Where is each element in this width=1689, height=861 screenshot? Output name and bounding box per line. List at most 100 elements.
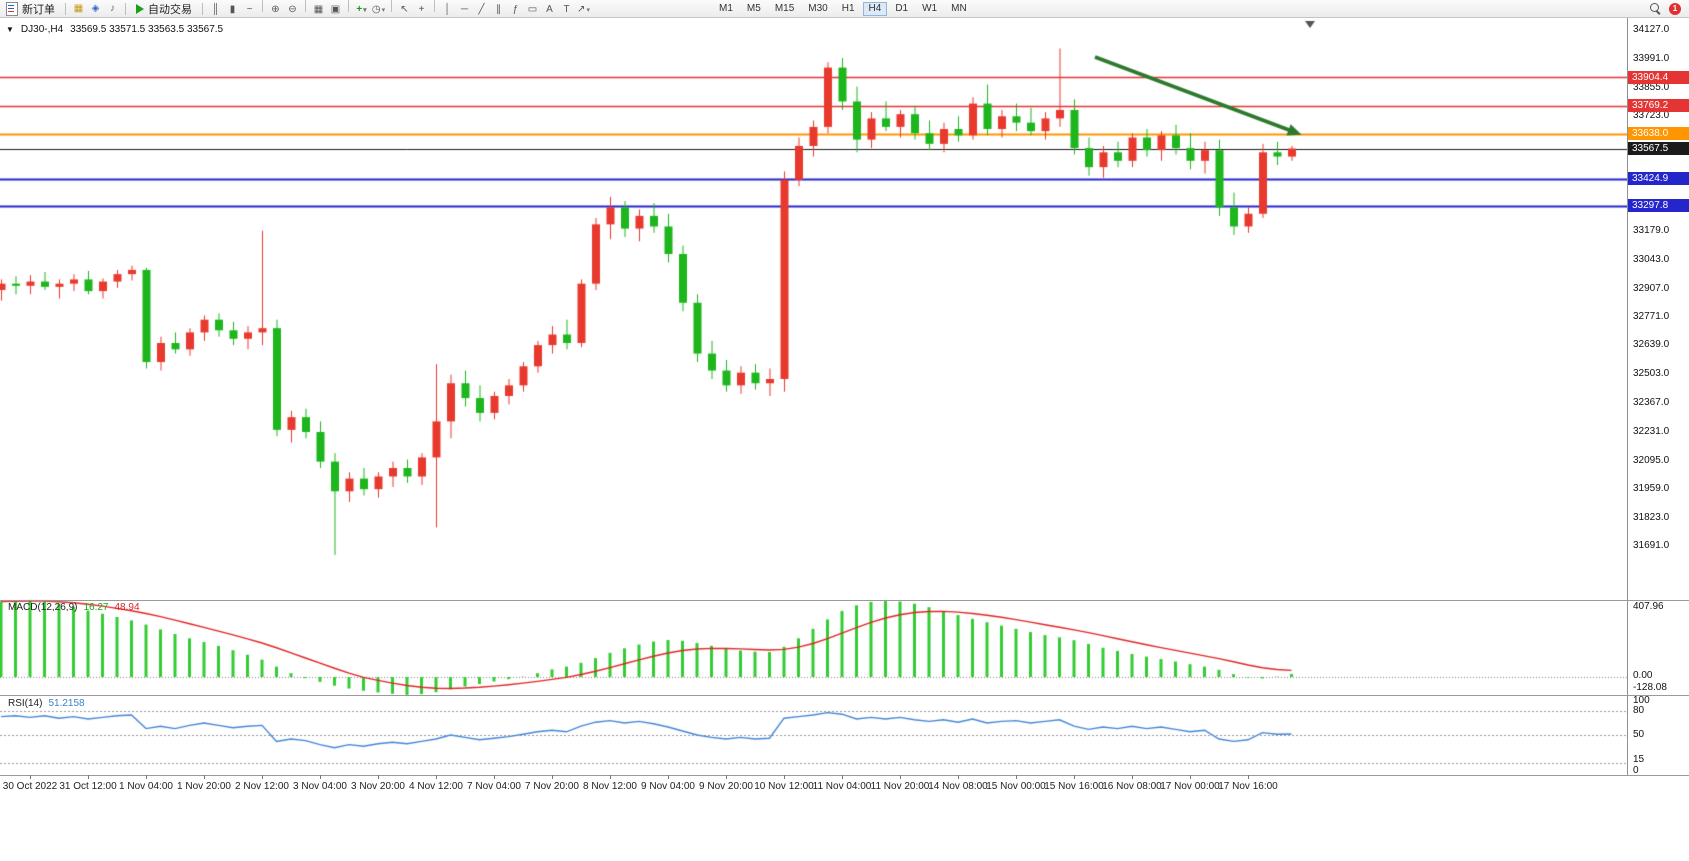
price-level-badge: 33424.9: [1628, 172, 1689, 186]
bar-chart-icon[interactable]: ║: [211, 4, 220, 16]
timeframe-w1[interactable]: W1: [916, 2, 943, 16]
notification-badge[interactable]: 1: [1669, 2, 1681, 15]
alerts-icon[interactable]: ♪: [110, 3, 115, 14]
price-axis-label: 33179.0: [1633, 224, 1670, 236]
price-axis-label: 32771.0: [1633, 311, 1670, 323]
time-axis-label: 17 Nov 00:00: [1160, 781, 1220, 792]
channel-icon[interactable]: ∥: [496, 4, 501, 16]
toolbar-separator: [262, 0, 263, 13]
timeframe-mn[interactable]: MN: [945, 2, 973, 16]
candle-chart-icon[interactable]: ▮: [229, 4, 236, 16]
time-axis-label: 11 Nov 04:00: [812, 781, 872, 792]
horizontal-line-icon[interactable]: ─: [460, 4, 469, 16]
new-order-icon: [6, 1, 18, 16]
time-axis-label: 10 Nov 12:00: [754, 781, 814, 792]
price-axis-label: 31691.0: [1633, 540, 1670, 552]
time-axis-label: 15 Nov 16:00: [1044, 781, 1104, 792]
timeframe-m30[interactable]: M30: [802, 2, 833, 16]
toolbar-separator: [125, 2, 126, 15]
price-axis-label: 31823.0: [1633, 512, 1670, 524]
time-axis-label: 3 Nov 20:00: [351, 781, 405, 792]
time-axis-tick: [494, 775, 495, 779]
timeframe-d1[interactable]: D1: [889, 2, 914, 16]
time-axis-label: 2 Nov 12:00: [235, 781, 289, 792]
rsi-scale-label: 80: [1633, 705, 1645, 716]
price-axis-label: 33991.0: [1633, 52, 1670, 64]
time-axis-label: 9 Nov 20:00: [699, 781, 753, 792]
fibonacci-icon[interactable]: ƒ: [512, 4, 519, 16]
symbol-timeframe-label: DJ30-,H4: [20, 24, 64, 35]
search-icon[interactable]: [1650, 3, 1661, 14]
time-axis-tick: [958, 775, 959, 779]
time-axis-label: 16 Nov 08:00: [1102, 781, 1162, 792]
dropdown-caret-icon[interactable]: ▾: [363, 6, 367, 14]
rsi-value: 51.2158: [48, 698, 85, 709]
price-axis-label: 32639.0: [1633, 339, 1670, 351]
rsi-indicator-label: RSI(14) 51.2158: [8, 698, 85, 709]
periods-icon[interactable]: ◷ ▾: [371, 4, 386, 16]
arrange-windows-icon[interactable]: ▣: [330, 4, 341, 16]
price-axis-label: 32095.0: [1633, 454, 1670, 466]
dropdown-caret-icon[interactable]: ▾: [381, 6, 386, 14]
price-axis-label: 34127.0: [1633, 24, 1670, 36]
time-axis-label: 17 Nov 16:00: [1218, 781, 1278, 792]
timeframe-m1[interactable]: M1: [713, 2, 739, 16]
timeframe-m5[interactable]: M5: [741, 2, 767, 16]
timeframe-h4[interactable]: H4: [862, 1, 888, 16]
time-axis-tick: [842, 775, 843, 779]
vertical-line-icon[interactable]: │: [444, 4, 451, 16]
panel-separator-macd[interactable]: [0, 600, 1689, 601]
label-icon[interactable]: T: [563, 4, 570, 16]
zoom-out-icon[interactable]: ⊖: [288, 4, 297, 16]
dropdown-caret-icon[interactable]: ▾: [586, 6, 590, 14]
trendline-icon[interactable]: ╱: [478, 4, 485, 16]
indicators-icon[interactable]: + ▾: [356, 4, 367, 16]
panel-separator-rsi[interactable]: [0, 695, 1689, 696]
chart-canvas[interactable]: [0, 18, 1627, 775]
timeframe-h1[interactable]: H1: [836, 2, 861, 16]
time-axis-label: 9 Nov 04:00: [641, 781, 695, 792]
price-axis-label: 33723.0: [1633, 109, 1670, 121]
price-level-badge: 33904.4: [1628, 70, 1689, 84]
rsi-scale-label: 100: [1633, 695, 1650, 706]
time-axis-tick: [784, 775, 785, 779]
chart-tools-group: ║ ▮ ~ ⊕ ⊖ ▦ ▣ + ▾ ◷ ▾ ↖ + │ ─ ╱ ∥ ƒ ▭ A T ↗ ▾: [207, 0, 592, 17]
time-axis-tick: [668, 775, 669, 779]
timeframe-m15[interactable]: M15: [769, 2, 800, 16]
auto-trading-button[interactable]: 自动交易: [130, 1, 198, 16]
time-axis-label: 1 Nov 04:00: [119, 781, 173, 792]
line-chart-icon[interactable]: ~: [246, 4, 253, 16]
macd-main-value: 16.27: [83, 602, 109, 613]
chart-menu-icon[interactable]: ▼: [6, 25, 14, 34]
time-axis-tick: [552, 775, 553, 779]
arrows-icon[interactable]: ↗ ▾: [577, 4, 590, 16]
time-axis-label: 8 Nov 12:00: [583, 781, 637, 792]
time-axis-label: 1 Nov 20:00: [177, 781, 231, 792]
rsi-title: RSI(14): [8, 698, 43, 709]
toolbar-separator: [434, 0, 435, 13]
market-watch-icon[interactable]: ▦: [73, 3, 84, 14]
price-level-badge: 33297.8: [1628, 199, 1689, 213]
text-icon[interactable]: A: [546, 4, 553, 16]
price-axis-label: 32367.0: [1633, 396, 1670, 408]
time-axis-tick: [1248, 775, 1249, 779]
time-axis-tick: [320, 775, 321, 779]
cursor-icon[interactable]: ↖: [400, 4, 409, 16]
ohlc-quotes: 33569.5 33571.5 33563.5 33567.5: [70, 24, 224, 35]
time-axis-label: 31 Oct 12:00: [59, 781, 117, 792]
window-icons-group: ▦ ◈ ♪: [70, 2, 121, 16]
zoom-in-icon[interactable]: ⊕: [271, 4, 280, 16]
auto-trading-label: 自动交易: [148, 3, 192, 16]
tile-windows-icon[interactable]: ▦: [313, 4, 324, 16]
new-order-button[interactable]: 新订单: [0, 1, 61, 16]
time-axis-label: 7 Nov 20:00: [525, 781, 579, 792]
time-axis-tick: [1132, 775, 1133, 779]
time-axis-tick: [436, 775, 437, 779]
shapes-icon[interactable]: ▭: [527, 4, 538, 16]
time-axis-tick: [30, 775, 31, 779]
time-axis-tick: [88, 775, 89, 779]
navigator-icon[interactable]: ◈: [91, 3, 100, 14]
time-axis-label: 11 Nov 20:00: [870, 781, 930, 792]
macd-title: MACD(12,26,9): [8, 602, 78, 613]
crosshair-icon[interactable]: +: [418, 4, 425, 16]
